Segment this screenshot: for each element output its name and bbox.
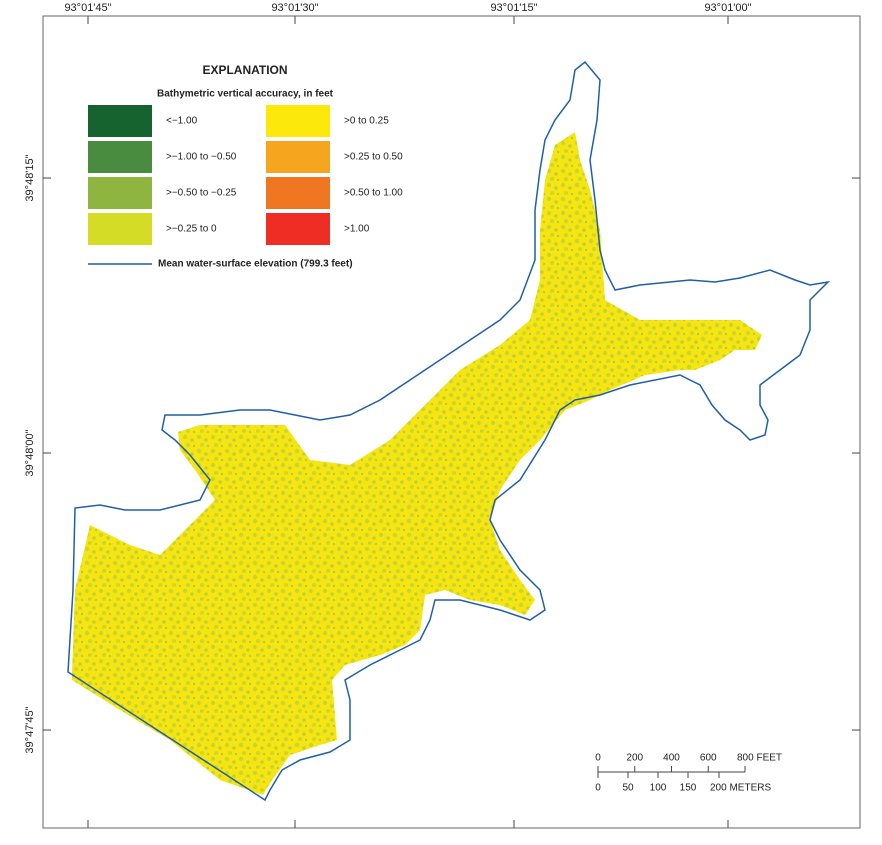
longitude-label: 93°01'45" [64,2,111,14]
latitude-label: 39°48'15" [24,154,36,201]
latitude-label: 39°48'00" [24,429,36,476]
legend-label: >0.25 to 0.50 [344,152,403,163]
legend-swatch [88,105,152,137]
legend-subtitle: Bathymetric vertical accuracy, in feet [157,89,334,100]
legend-swatch [88,141,152,173]
legend-swatch [266,141,330,173]
scale-meter-label: 150 [680,783,697,794]
lake-bathymetry [72,132,762,795]
legend-title: EXPLANATION [202,63,287,77]
legend-swatch [266,105,330,137]
latitude-label: 39°47'45" [24,706,36,753]
legend-label: >1.00 [344,224,370,235]
scale-feet-label: 800 FEET [737,753,782,764]
scale-meter-label: 100 [650,783,667,794]
scale-feet-label: 0 [595,753,601,764]
legend-swatch [266,177,330,209]
scale-feet-label: 600 [700,753,717,764]
legend-swatch [88,177,152,209]
legend-label: <−1.00 [166,116,198,127]
scale-meter-label: 200 METERS [710,783,771,794]
water-surface-outline [67,60,831,802]
legend-line-label: Mean water-surface elevation (799.3 feet… [158,259,353,270]
scale-meter-label: 50 [622,783,634,794]
legend-label: >0.50 to 1.00 [344,188,403,199]
longitude-label: 93°01'30" [271,2,318,14]
legend-swatch [88,213,152,245]
longitude-label: 93°01'00" [704,2,751,14]
scale-meter-label: 0 [595,783,601,794]
legend-label: >−1.00 to −0.50 [166,152,237,163]
map-frame [42,15,861,829]
scale-feet-label: 400 [663,753,680,764]
legend-label: >−0.25 to 0 [166,224,217,235]
legend-label: >−0.50 to −0.25 [166,188,237,199]
legend-swatch [266,213,330,245]
scale-feet-label: 200 [626,753,643,764]
longitude-label: 93°01'15" [490,2,537,14]
legend-label: >0 to 0.25 [344,116,389,127]
